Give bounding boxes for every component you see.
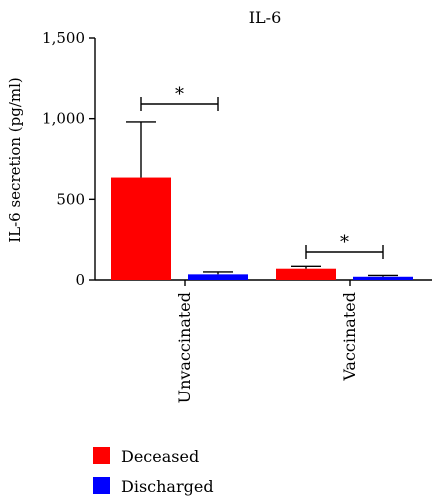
legend-swatch-discharged (93, 477, 110, 494)
legend-label-discharged: Discharged (121, 477, 214, 496)
significance-asterisk: * (340, 232, 349, 253)
y-tick-label: 0 (75, 271, 85, 289)
bar-deceased-unvaccinated (111, 177, 171, 280)
y-axis-label: IL-6 secretion (pg/ml) (6, 77, 24, 243)
bar-deceased-vaccinated (276, 268, 336, 280)
significance-annotations: ** (140, 84, 384, 259)
legend-label-deceased: Deceased (121, 447, 199, 466)
y-tick-label: 500 (56, 190, 85, 208)
legend: Deceased Discharged (93, 447, 214, 496)
y-tick-label: 1,500 (42, 29, 85, 47)
significance-asterisk: * (175, 84, 184, 105)
y-axis: 0 500 1,000 1,500 (42, 29, 96, 289)
chart-title: IL-6 (249, 8, 282, 27)
bars-group (111, 121, 413, 280)
bar-discharged-unvaccinated (188, 274, 248, 280)
y-tick-label: 1,000 (42, 110, 85, 128)
x-axis: Unvaccinated Vaccinated (95, 279, 432, 403)
significance-bracket (140, 97, 219, 111)
x-tick-label: Vaccinated (340, 292, 359, 382)
legend-swatch-deceased (93, 447, 110, 464)
significance-bracket (305, 245, 384, 259)
x-tick-label: Unvaccinated (175, 292, 194, 403)
bar-discharged-vaccinated (353, 276, 413, 280)
